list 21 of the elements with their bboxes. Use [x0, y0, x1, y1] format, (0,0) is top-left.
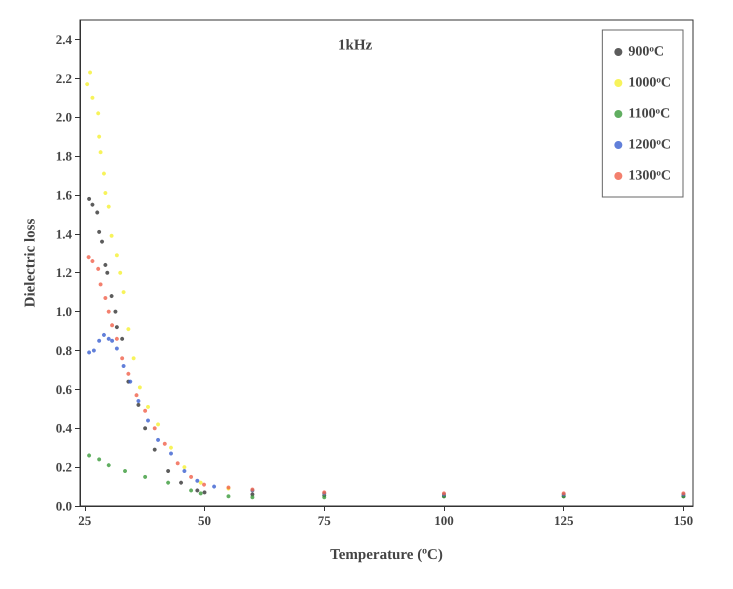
x-tick-label: 150: [674, 513, 694, 528]
annotation: 1kHz: [338, 38, 373, 54]
x-tick-label: 50: [198, 513, 212, 528]
y-tick-label: 0.6: [56, 382, 72, 397]
x-tick-label: 75: [318, 513, 332, 528]
y-tick-label: 1.8: [56, 148, 72, 164]
y-tick-label: 0.8: [56, 342, 72, 358]
y-tick-label: 0.4: [56, 420, 72, 436]
y-tick-label: 1.0: [56, 304, 72, 320]
x-tick-label: 125: [554, 513, 574, 528]
y-tick-label: 2.0: [56, 110, 72, 125]
y-tick-label: 0.0: [56, 498, 72, 514]
y-tick-label: 1.2: [56, 265, 72, 280]
y-tick-label: 0.2: [56, 460, 72, 475]
x-tick-label: 25: [78, 513, 92, 528]
x-tick-label: 100: [434, 513, 454, 528]
y-tick-label: 1.4: [56, 226, 72, 242]
y-tick-label: 2.2: [56, 70, 72, 86]
y-tick-label: 1.6: [56, 187, 72, 202]
y-tick-label: 2.4: [56, 32, 72, 47]
y-axis-title: Dielectric loss: [22, 218, 38, 308]
